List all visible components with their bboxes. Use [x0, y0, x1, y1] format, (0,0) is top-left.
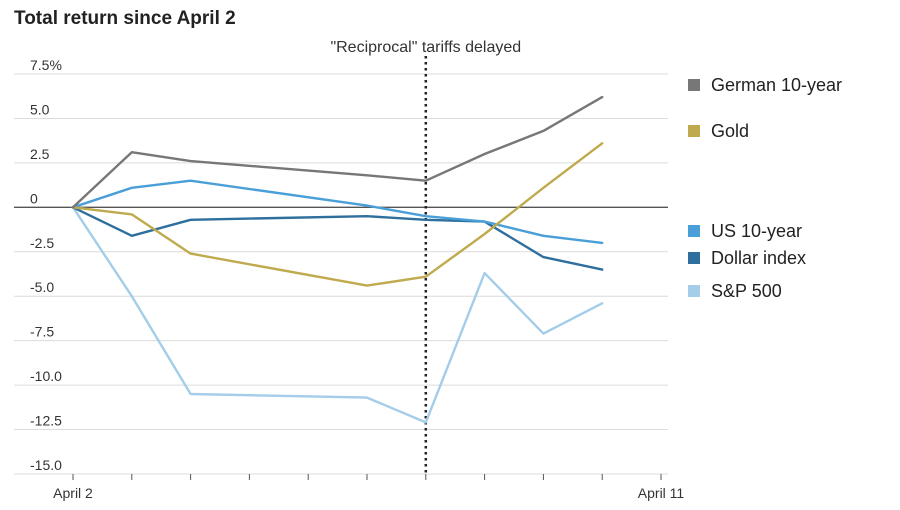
- legend-swatch: [688, 285, 700, 297]
- chart-title: Total return since April 2: [14, 8, 236, 29]
- annotation-label: "Reciprocal" tariffs delayed: [330, 39, 521, 56]
- legend-label: Gold: [711, 121, 749, 141]
- y-tick-label: -2.5: [30, 235, 54, 251]
- series-line-gold: [71, 142, 604, 287]
- legend-swatch: [688, 125, 700, 137]
- series-layer: [71, 95, 604, 424]
- legend-label: US 10-year: [711, 221, 802, 241]
- series-line-s-p-500: [71, 206, 604, 424]
- legend: German 10-year Gold US 10-year Dollar index…: [688, 75, 842, 301]
- y-tick-label: 7.5%: [30, 57, 62, 73]
- y-tick-label: -7.5: [30, 324, 54, 340]
- annotation-layer: "Reciprocal" tariffs delayed: [330, 39, 521, 476]
- axes: 7.5% 5.0 2.5 0 -2.5 -5.0 -7.5 -10.0 -12.5 -15.0 Ap…: [30, 57, 684, 501]
- y-tick-label: 5.0: [30, 101, 50, 117]
- y-tick-label: -12.5: [30, 413, 62, 429]
- legend-label: German 10-year: [711, 75, 842, 95]
- legend-swatch: [688, 225, 700, 237]
- gridlines: [14, 73, 668, 475]
- series-line-dollar-index: [71, 206, 604, 271]
- x-tick-label: April 11: [638, 485, 685, 501]
- y-tick-label: -15.0: [30, 457, 62, 473]
- series-line-german-10-year: [71, 95, 604, 209]
- series-line-us-10-year: [71, 179, 604, 245]
- y-tick-label: -5.0: [30, 279, 54, 295]
- legend-label: S&P 500: [711, 281, 782, 301]
- legend-label: Dollar index: [711, 248, 806, 268]
- legend-swatch: [688, 79, 700, 91]
- x-tick-label: April 2: [53, 485, 93, 501]
- legend-swatch: [688, 252, 700, 264]
- y-tick-label: -10.0: [30, 368, 62, 384]
- y-tick-label: 0: [30, 190, 38, 206]
- y-tick-label: 2.5: [30, 146, 50, 162]
